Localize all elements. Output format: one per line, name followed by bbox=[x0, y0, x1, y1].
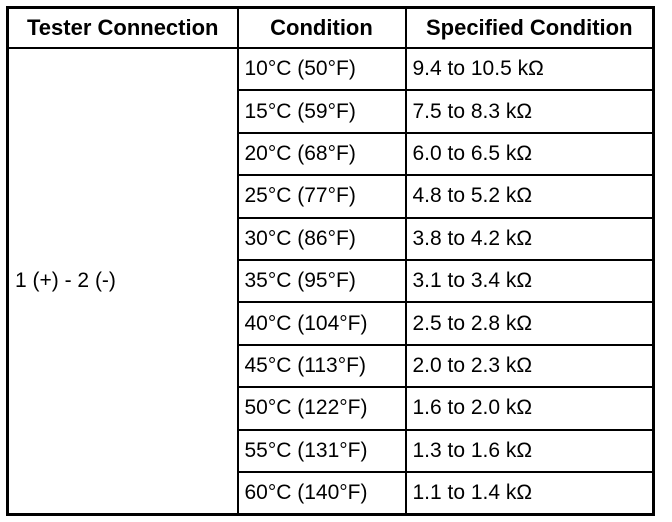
table-row: 60°C (140°F) 1.1 to 1.4 kΩ bbox=[8, 470, 655, 516]
table-row: 45°C (113°F) 2.0 to 2.3 kΩ bbox=[8, 343, 655, 389]
spec-cell: 1.6 to 2.0 kΩ bbox=[404, 386, 655, 431]
condition-cell: 25°C (77°F) bbox=[236, 174, 407, 219]
spec-cell: 1.1 to 1.4 kΩ bbox=[404, 470, 655, 516]
header-cell: Specified Condition bbox=[404, 6, 655, 49]
condition-cell: 30°C (86°F) bbox=[236, 216, 407, 261]
condition-cell: 50°C (122°F) bbox=[236, 386, 407, 431]
condition-cell: 15°C (59°F) bbox=[236, 89, 407, 134]
table-container: Tester Connection Condition Specified Co… bbox=[6, 6, 655, 517]
spec-table: Tester Connection Condition Specified Co… bbox=[6, 6, 655, 517]
spec-cell: 2.0 to 2.3 kΩ bbox=[404, 343, 655, 389]
table-row: 25°C (77°F) 4.8 to 5.2 kΩ bbox=[8, 174, 655, 219]
table-row: 35°C (95°F) 3.1 to 3.4 kΩ bbox=[8, 258, 655, 304]
condition-cell: 10°C (50°F) bbox=[236, 46, 407, 92]
spec-cell: 7.5 to 8.3 kΩ bbox=[404, 89, 655, 134]
condition-cell: 45°C (113°F) bbox=[236, 343, 407, 389]
condition-cell: 55°C (131°F) bbox=[236, 428, 407, 473]
spec-cell: 3.8 to 4.2 kΩ bbox=[404, 216, 655, 261]
table-row: 1 (+) - 2 (-) 10°C (50°F) 9.4 to 10.5 kΩ bbox=[6, 46, 655, 516]
table-row: 15°C (59°F) 7.5 to 8.3 kΩ bbox=[8, 89, 655, 134]
connection-cell: 1 (+) - 2 (-) bbox=[6, 47, 239, 516]
spec-cell: 6.0 to 6.5 kΩ bbox=[404, 131, 655, 177]
spec-cell: 9.4 to 10.5 kΩ bbox=[404, 46, 655, 92]
table-row: 40°C (104°F) 2.5 to 2.8 kΩ bbox=[8, 301, 655, 346]
condition-cell: 60°C (140°F) bbox=[236, 470, 407, 516]
spec-cell: 2.5 to 2.8 kΩ bbox=[404, 301, 655, 346]
table-row: 20°C (68°F) 6.0 to 6.5 kΩ bbox=[8, 131, 655, 177]
header-row: Tester Connection Condition Specified Co… bbox=[6, 6, 655, 49]
spec-cell: 4.8 to 5.2 kΩ bbox=[404, 174, 655, 219]
condition-cell: 20°C (68°F) bbox=[236, 131, 407, 177]
header-cell: Tester Connection bbox=[6, 6, 239, 49]
condition-cell: 35°C (95°F) bbox=[236, 258, 407, 304]
spec-cell: 1.3 to 1.6 kΩ bbox=[404, 428, 655, 473]
table-row: 55°C (131°F) 1.3 to 1.6 kΩ bbox=[8, 428, 655, 473]
table-row: 50°C (122°F) 1.6 to 2.0 kΩ bbox=[8, 386, 655, 431]
table-body: 1 (+) - 2 (-) 10°C (50°F) 9.4 to 10.5 kΩ 15… bbox=[6, 46, 655, 516]
spec-cell: 3.1 to 3.4 kΩ bbox=[404, 258, 655, 304]
table-row: 30°C (86°F) 3.8 to 4.2 kΩ bbox=[8, 216, 655, 261]
condition-cell: 40°C (104°F) bbox=[236, 301, 407, 346]
header-cell: Condition bbox=[236, 6, 407, 49]
